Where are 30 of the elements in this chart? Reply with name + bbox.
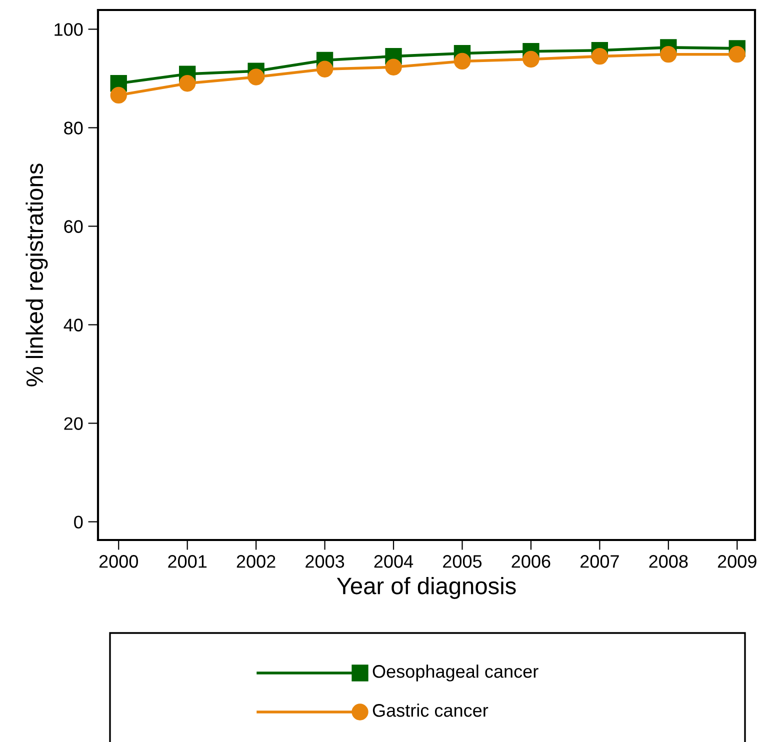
- x-tick-label: 2002: [236, 555, 276, 568]
- x-tick-label: 2005: [443, 555, 482, 568]
- y-axis-title: % linked registrations: [26, 164, 48, 386]
- x-tick-label: 2007: [580, 555, 619, 568]
- y-tick-label: 80: [64, 122, 83, 134]
- point: [110, 86, 127, 104]
- x-tick-label: 2004: [374, 555, 414, 568]
- point: [591, 48, 608, 65]
- x-tick-label: 2003: [306, 555, 344, 568]
- y-tick-label: 60: [64, 220, 83, 233]
- point: [316, 60, 334, 78]
- x-axis-title: Year of diagnosis: [336, 576, 516, 599]
- y-tick-label: 40: [64, 318, 83, 332]
- y-tick-label: 100: [54, 23, 83, 36]
- point: [179, 75, 196, 92]
- x-tick-label: 2001: [168, 555, 207, 568]
- point: [385, 58, 402, 76]
- point: [660, 46, 677, 63]
- legend-label: Gastric cancer: [372, 704, 488, 717]
- x-tick-label: 2008: [649, 555, 688, 568]
- x-tick-label: 2000: [99, 555, 138, 568]
- legend-label: Oesophageal cancer: [372, 664, 538, 682]
- y-tick-label: 0: [74, 516, 83, 528]
- point: [522, 50, 540, 68]
- x-tick-label: 2009: [718, 555, 756, 568]
- point: [248, 68, 264, 86]
- y-tick-label: 20: [64, 417, 83, 430]
- x-tick-label: 2006: [512, 555, 550, 568]
- point: [454, 52, 471, 70]
- point: [728, 46, 746, 63]
